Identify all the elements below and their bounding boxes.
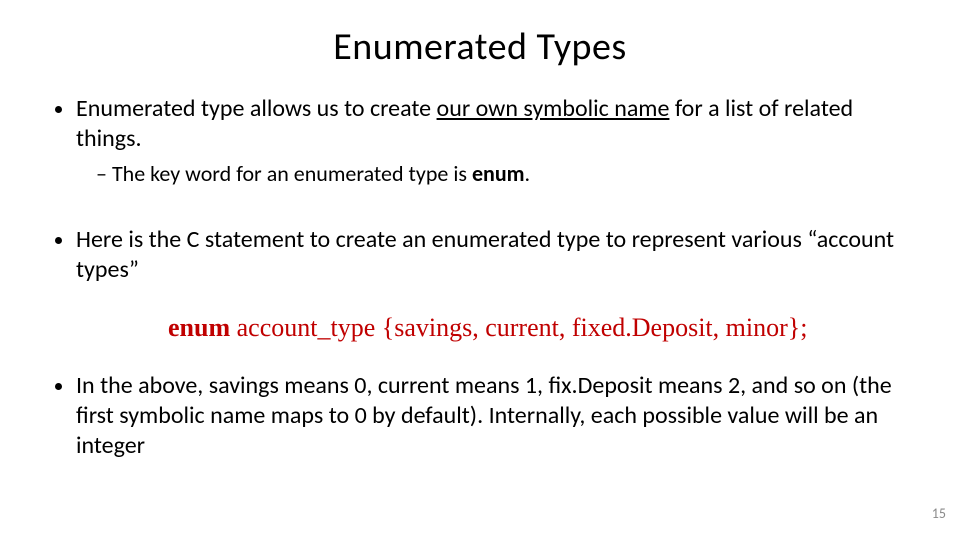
sub-bullet-1-pre: The key word for an enumerated type is	[112, 160, 472, 187]
slide: Enumerated Types Enumerated type allows …	[0, 0, 960, 540]
sub-bullet-1-post: .	[525, 160, 531, 187]
bullet-list: Enumerated type allows us to create our …	[48, 94, 912, 285]
sub-bullet-1: The key word for an enumerated type is e…	[96, 160, 912, 189]
code-statement: enum account_type {savings, current, fix…	[48, 313, 912, 343]
bullet-2: Here is the C statement to create an enu…	[76, 225, 912, 285]
page-number: 15	[932, 505, 946, 522]
sub-bullet-1-bold: enum	[472, 160, 525, 187]
slide-title: Enumerated Types	[48, 24, 912, 70]
bullet-1-pre: Enumerated type allows us to create	[76, 94, 437, 123]
code-keyword: enum	[168, 313, 230, 342]
bullet-1: Enumerated type allows us to create our …	[76, 94, 912, 189]
bullet-3: In the above, savings means 0, current m…	[76, 371, 912, 461]
code-rest: account_type {savings, current, fixed.De…	[230, 313, 807, 342]
bullet-list-2: In the above, savings means 0, current m…	[48, 371, 912, 461]
bullet-1-underline: our own symbolic name	[437, 94, 670, 123]
sub-bullet-list: The key word for an enumerated type is e…	[76, 160, 912, 189]
